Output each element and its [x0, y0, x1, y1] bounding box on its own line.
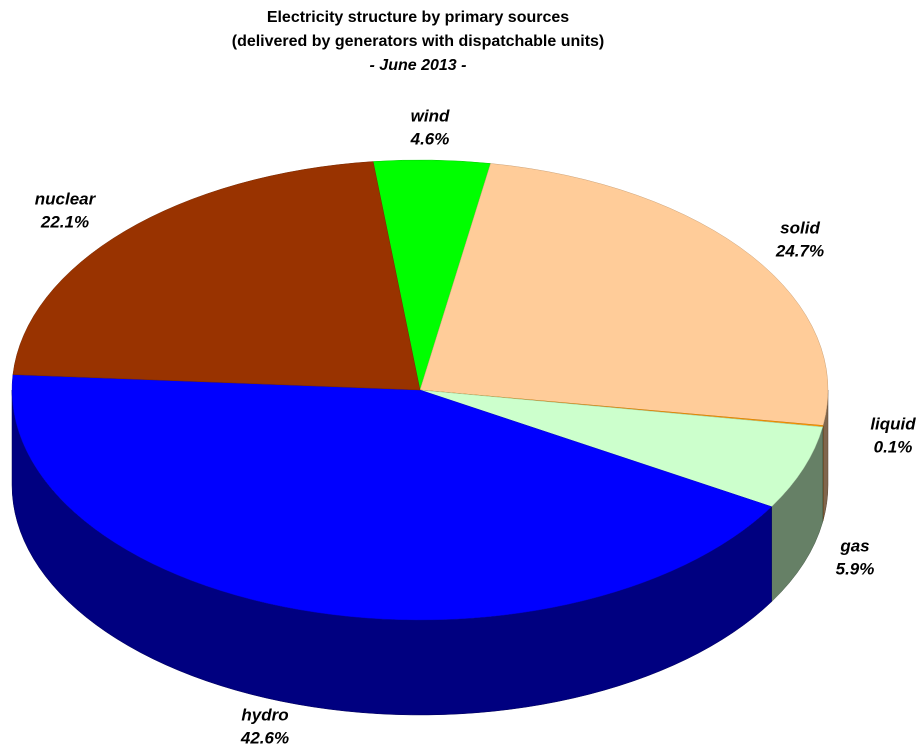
slice-value-label: 24.7%: [775, 241, 824, 260]
slice-label: wind: [411, 106, 450, 125]
slice-value-label: 22.1%: [40, 212, 89, 231]
chart-period: - June 2013 -: [370, 57, 467, 74]
pie-labels: wind 4.6% solid 24.7% liquid 0.1% gas 5.9% hydro…: [35, 106, 917, 747]
slice-label: liquid: [870, 414, 916, 433]
slice-value-label: 0.1%: [874, 437, 913, 456]
pie-slice: [419, 389, 824, 507]
slice-value-label: 4.6%: [410, 129, 450, 148]
pie-slice: [11, 374, 773, 621]
slice-label: gas: [839, 536, 869, 555]
slice-label: nuclear: [35, 189, 97, 208]
pie-slice: [12, 161, 421, 391]
slice-label: hydro: [241, 705, 288, 724]
chart-subtitle: (delivered by generators with dispatchab…: [232, 33, 605, 50]
slice-label: solid: [780, 218, 820, 237]
pie-sides: [11, 389, 829, 716]
slice-value-label: 5.9%: [836, 559, 875, 578]
pie-slice: [419, 163, 829, 426]
slice-value-label: 42.6%: [240, 728, 289, 747]
chart-title: Electricity structure by primary sources: [267, 9, 569, 26]
pie-tops: [11, 159, 829, 621]
